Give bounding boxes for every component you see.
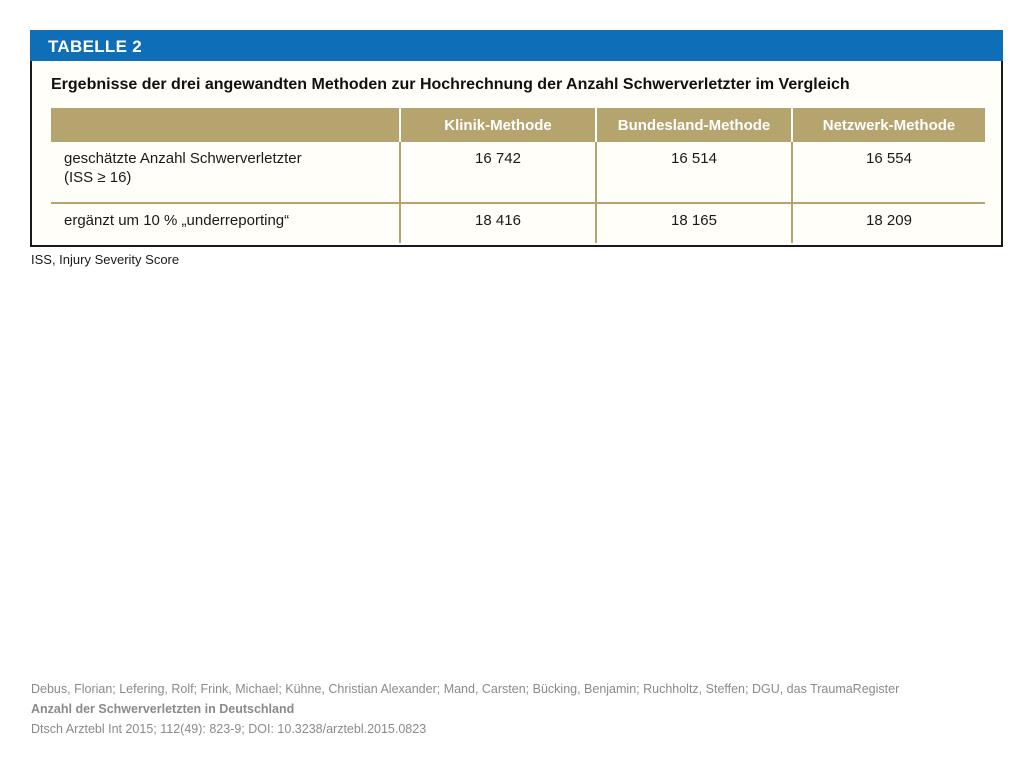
table-box: TABELLE 2 Ergebnisse der drei angewandte… bbox=[30, 30, 1003, 247]
row-label: geschätzte Anzahl Schwerverletzter (ISS … bbox=[51, 142, 400, 204]
table-footnote: ISS, Injury Severity Score bbox=[31, 252, 180, 267]
citation-title: Anzahl der Schwerverletzten in Deutschla… bbox=[31, 702, 295, 716]
citation-authors: Debus, Florian; Lefering, Rolf; Frink, M… bbox=[31, 682, 900, 696]
column-header-empty bbox=[51, 108, 400, 142]
table-row: geschätzte Anzahl Schwerverletzter (ISS … bbox=[51, 142, 985, 204]
table-label: TABELLE 2 bbox=[30, 30, 1003, 61]
row-label-line2: (ISS ≥ 16) bbox=[64, 169, 132, 186]
table-header-row: Klinik-Methode Bundesland-Methode Netzwe… bbox=[51, 108, 985, 142]
column-header-bundesland: Bundesland-Methode bbox=[595, 108, 792, 142]
cell-netzwerk: 16 554 bbox=[791, 142, 985, 204]
citation: Debus, Florian; Lefering, Rolf; Frink, M… bbox=[31, 679, 899, 739]
cell-klinik: 18 416 bbox=[399, 203, 596, 243]
cell-bundesland: 16 514 bbox=[595, 142, 792, 204]
results-table: Klinik-Methode Bundesland-Methode Netzwe… bbox=[51, 108, 985, 243]
table-row: ergänzt um 10 % „underreporting“ 18 416 … bbox=[51, 203, 985, 243]
column-header-klinik: Klinik-Methode bbox=[399, 108, 596, 142]
table-title: Ergebnisse der drei angewandten Methoden… bbox=[51, 76, 850, 93]
cell-bundesland: 18 165 bbox=[595, 203, 792, 243]
cell-netzwerk: 18 209 bbox=[791, 203, 985, 243]
row-label-line1: geschätzte Anzahl Schwerverletzter bbox=[64, 150, 302, 167]
citation-source: Dtsch Arztebl Int 2015; 112(49): 823-9; … bbox=[31, 722, 427, 736]
cell-klinik: 16 742 bbox=[399, 142, 596, 204]
column-header-netzwerk: Netzwerk-Methode bbox=[791, 108, 985, 142]
row-label: ergänzt um 10 % „underreporting“ bbox=[64, 212, 290, 229]
